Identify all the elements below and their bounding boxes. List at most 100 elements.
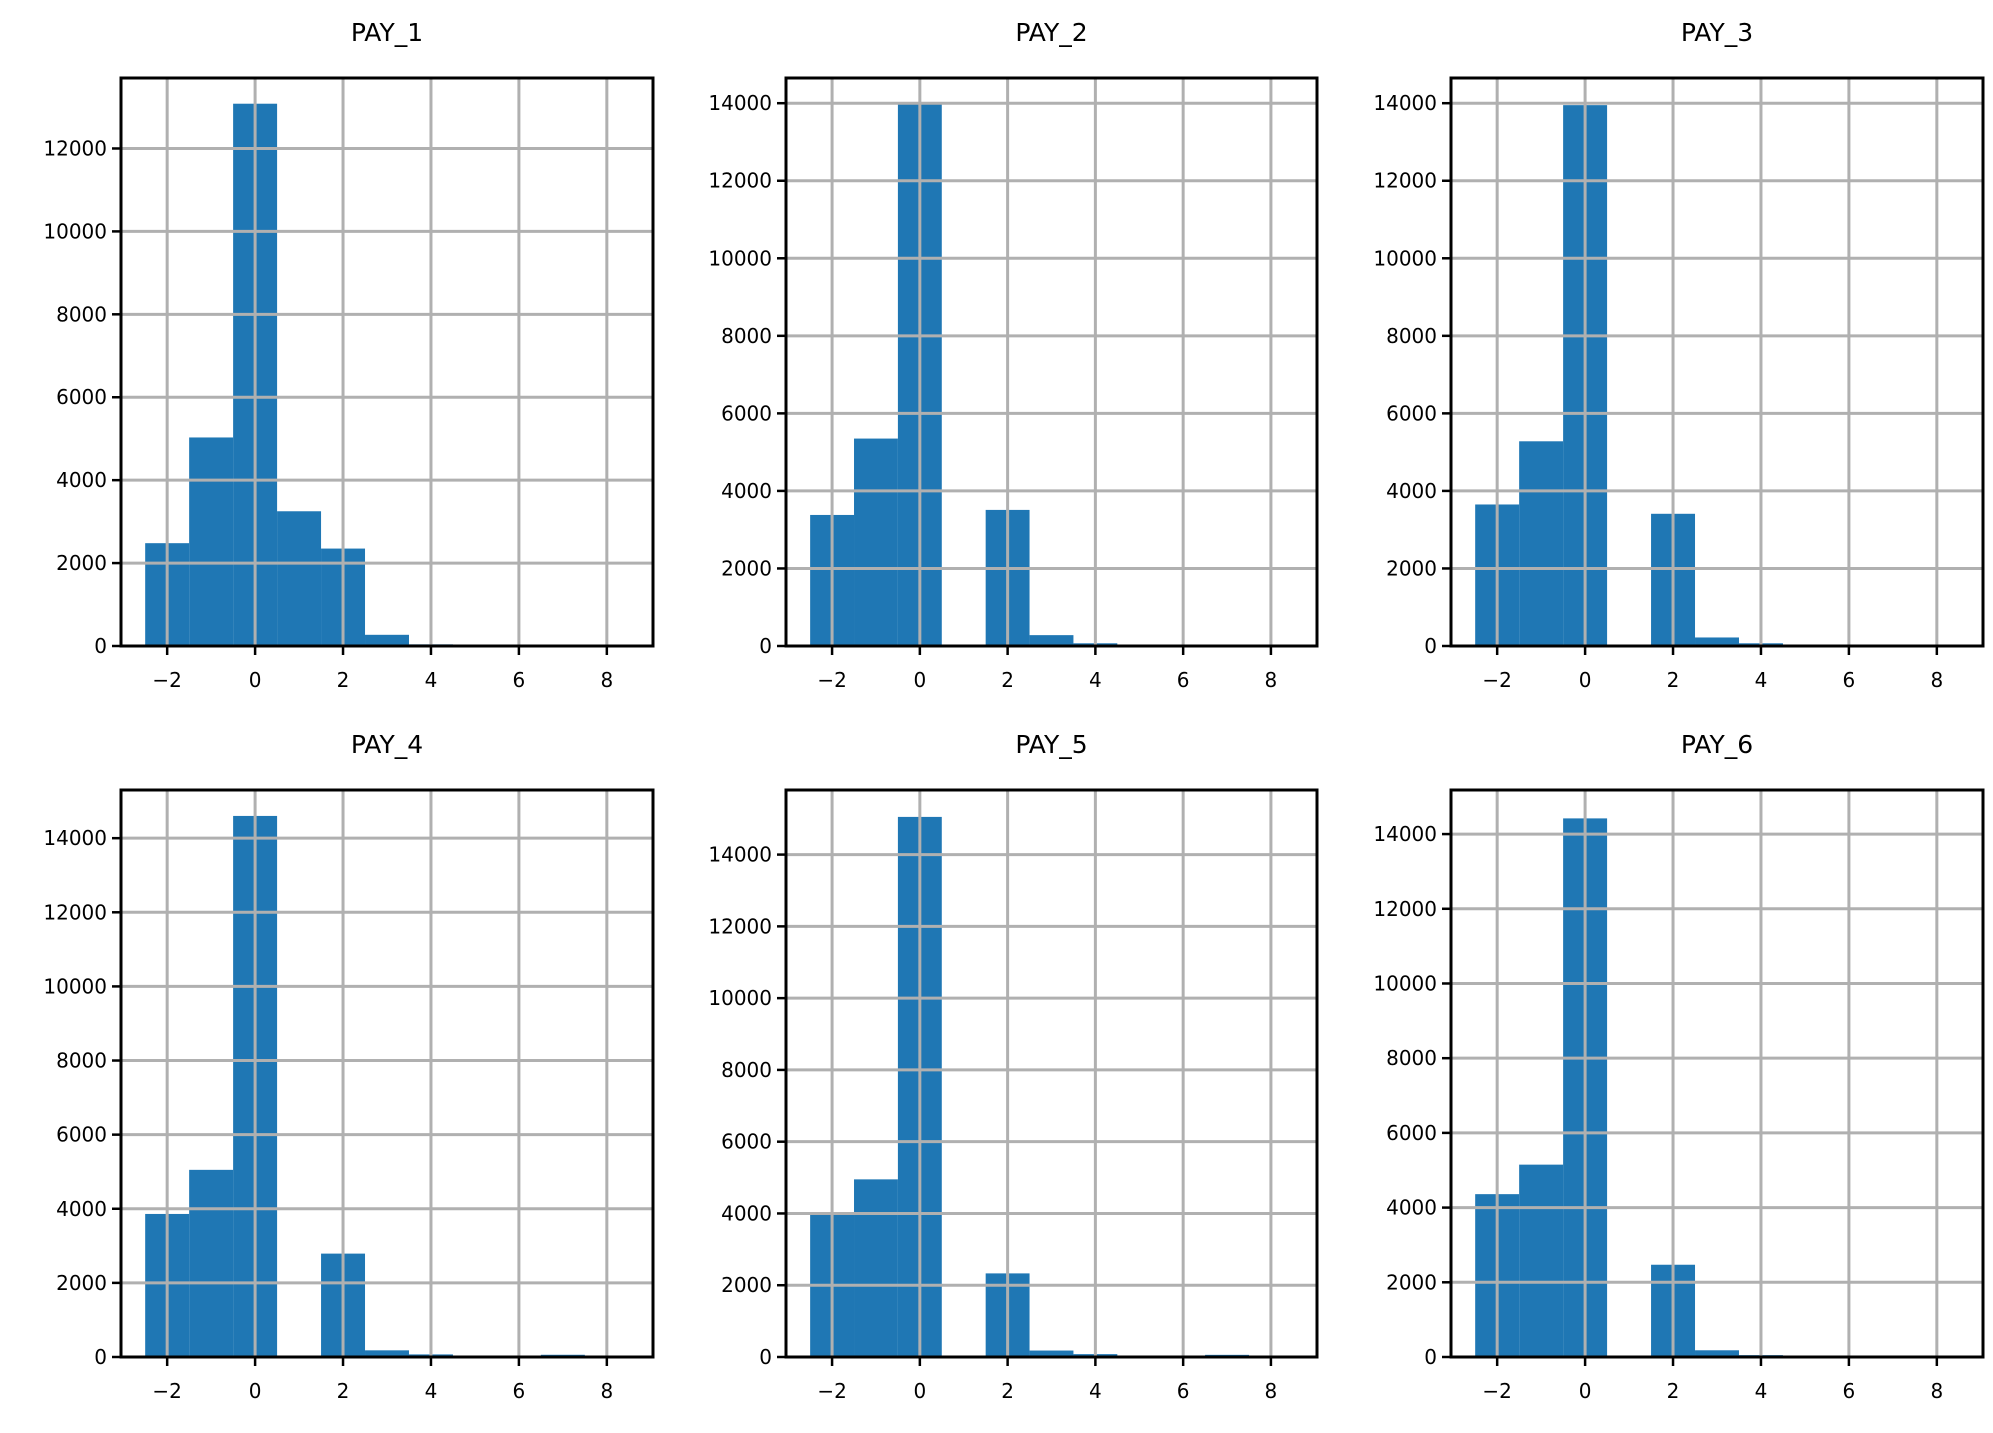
subplot-title: PAY_1 [351, 18, 423, 47]
histogram-bar [1519, 1164, 1564, 1357]
y-tick-label: 0 [759, 1345, 772, 1369]
x-tick-label: 6 [1843, 1379, 1856, 1403]
y-tick-label: 12000 [43, 136, 107, 160]
x-tick-label: 2 [337, 668, 350, 692]
x-tick-label: −2 [152, 1379, 181, 1403]
y-tick-label: 0 [94, 1345, 107, 1369]
x-tick-label: −2 [1482, 1379, 1511, 1403]
x-tick-label: 0 [913, 1379, 926, 1403]
x-tick-label: 4 [1089, 1379, 1102, 1403]
x-tick-label: 8 [1265, 668, 1278, 692]
x-tick-label: −2 [152, 668, 181, 692]
histogram-bar [1695, 637, 1739, 646]
histogram-bar [1029, 635, 1074, 646]
y-tick-label: 4000 [721, 1201, 772, 1225]
y-tick-label: 12000 [1373, 169, 1437, 193]
subplot-pay-3: −2 0 2 4 6 8 0 2000 4000 6000 8000 10000 12000 14000 P… [1373, 18, 1985, 692]
histogram-bar [365, 634, 409, 646]
histogram-bar [854, 438, 898, 646]
y-tick-label: 14000 [43, 826, 107, 850]
y-tick-label: 4000 [721, 479, 772, 503]
x-tick-label: −2 [817, 668, 846, 692]
x-tick-label: 6 [513, 668, 526, 692]
y-tick-label: 8000 [56, 302, 107, 326]
subplot-pay-6: −2 0 2 4 6 8 0 2000 4000 6000 8000 10000 12000 14000 P… [1373, 730, 1985, 1403]
x-tick-label: 0 [249, 668, 262, 692]
y-tick-label: 4000 [1386, 1196, 1437, 1220]
x-tick-label: 8 [1265, 1379, 1278, 1403]
x-tick-label: 8 [600, 1379, 613, 1403]
x-tick-label: 8 [1930, 1379, 1943, 1403]
y-tick-label: 0 [94, 634, 107, 658]
y-tick-label: 6000 [56, 1123, 107, 1147]
histogram-bar [1695, 1350, 1739, 1357]
axes-frame [119, 76, 655, 648]
histogram-bar [1519, 441, 1564, 646]
x-tick-label: 4 [425, 1379, 438, 1403]
x-tick-label: 0 [249, 1379, 262, 1403]
y-tick-label: 10000 [708, 986, 772, 1010]
histogram-bar [854, 1179, 898, 1357]
x-tick-label: 6 [1177, 1379, 1190, 1403]
subplot-pay-1: −2 0 2 4 6 8 0 2000 4000 6000 8000 10000 12000 PAY_1 [43, 18, 655, 692]
y-tick-label: 0 [1424, 1345, 1437, 1369]
y-tick-label: 0 [1424, 634, 1437, 658]
y-tick-label: 4000 [1386, 479, 1437, 503]
y-tick-label: 2000 [56, 1271, 107, 1295]
y-tick-label: 14000 [708, 843, 772, 867]
y-tick-label: 10000 [708, 246, 772, 270]
subplot-title: PAY_6 [1681, 730, 1753, 759]
x-tick-label: 0 [913, 668, 926, 692]
histogram-bar [189, 437, 234, 646]
x-tick-label: 2 [1001, 668, 1014, 692]
axes-frame [784, 788, 1319, 1359]
y-tick-label: 10000 [1373, 246, 1437, 270]
histogram-bar [189, 1169, 234, 1357]
y-tick-label: 8000 [721, 1058, 772, 1082]
y-tick-label: 0 [759, 634, 772, 658]
histogram-bar [1029, 1350, 1074, 1357]
histogram-bar [365, 1350, 409, 1357]
x-tick-label: 2 [1667, 1379, 1680, 1403]
y-tick-label: 14000 [1373, 822, 1437, 846]
y-tick-label: 8000 [721, 324, 772, 348]
x-tick-label: 2 [1667, 668, 1680, 692]
subplot-pay-4: −2 0 2 4 6 8 0 2000 4000 6000 8000 10000 12000 14000 P… [43, 730, 655, 1403]
y-tick-label: 10000 [43, 974, 107, 998]
y-tick-label: 4000 [56, 1197, 107, 1221]
y-tick-label: 8000 [56, 1049, 107, 1073]
axes-frame [1449, 788, 1985, 1359]
y-tick-label: 8000 [1386, 1046, 1437, 1070]
y-tick-label: 2000 [1386, 1270, 1437, 1294]
x-tick-label: 4 [1755, 1379, 1768, 1403]
x-tick-label: 8 [1930, 668, 1943, 692]
x-tick-label: 2 [337, 1379, 350, 1403]
subplot-pay-5: −2 0 2 4 6 8 0 2000 4000 6000 8000 10000 12000 14000 P… [708, 730, 1319, 1403]
subplot-title: PAY_4 [351, 730, 423, 759]
histogram-bar [277, 511, 322, 646]
y-tick-label: 2000 [56, 551, 107, 575]
x-tick-label: 6 [1177, 668, 1190, 692]
x-tick-label: 6 [1843, 668, 1856, 692]
axes-frame [1449, 76, 1985, 648]
y-tick-label: 6000 [1386, 1121, 1437, 1145]
x-tick-label: 8 [600, 668, 613, 692]
x-tick-label: 4 [425, 668, 438, 692]
y-tick-label: 12000 [43, 900, 107, 924]
x-tick-label: −2 [817, 1379, 846, 1403]
y-tick-label: 6000 [721, 1130, 772, 1154]
y-tick-label: 2000 [721, 1273, 772, 1297]
y-tick-label: 10000 [43, 219, 107, 243]
y-tick-label: 12000 [1373, 897, 1437, 921]
y-tick-label: 14000 [1373, 91, 1437, 115]
axes-frame [784, 76, 1319, 648]
y-tick-label: 14000 [708, 91, 772, 115]
y-tick-label: 10000 [1373, 971, 1437, 995]
x-tick-label: 0 [1579, 668, 1592, 692]
x-tick-label: 6 [513, 1379, 526, 1403]
x-tick-label: 4 [1089, 668, 1102, 692]
x-tick-label: 4 [1755, 668, 1768, 692]
y-tick-label: 2000 [1386, 556, 1437, 580]
